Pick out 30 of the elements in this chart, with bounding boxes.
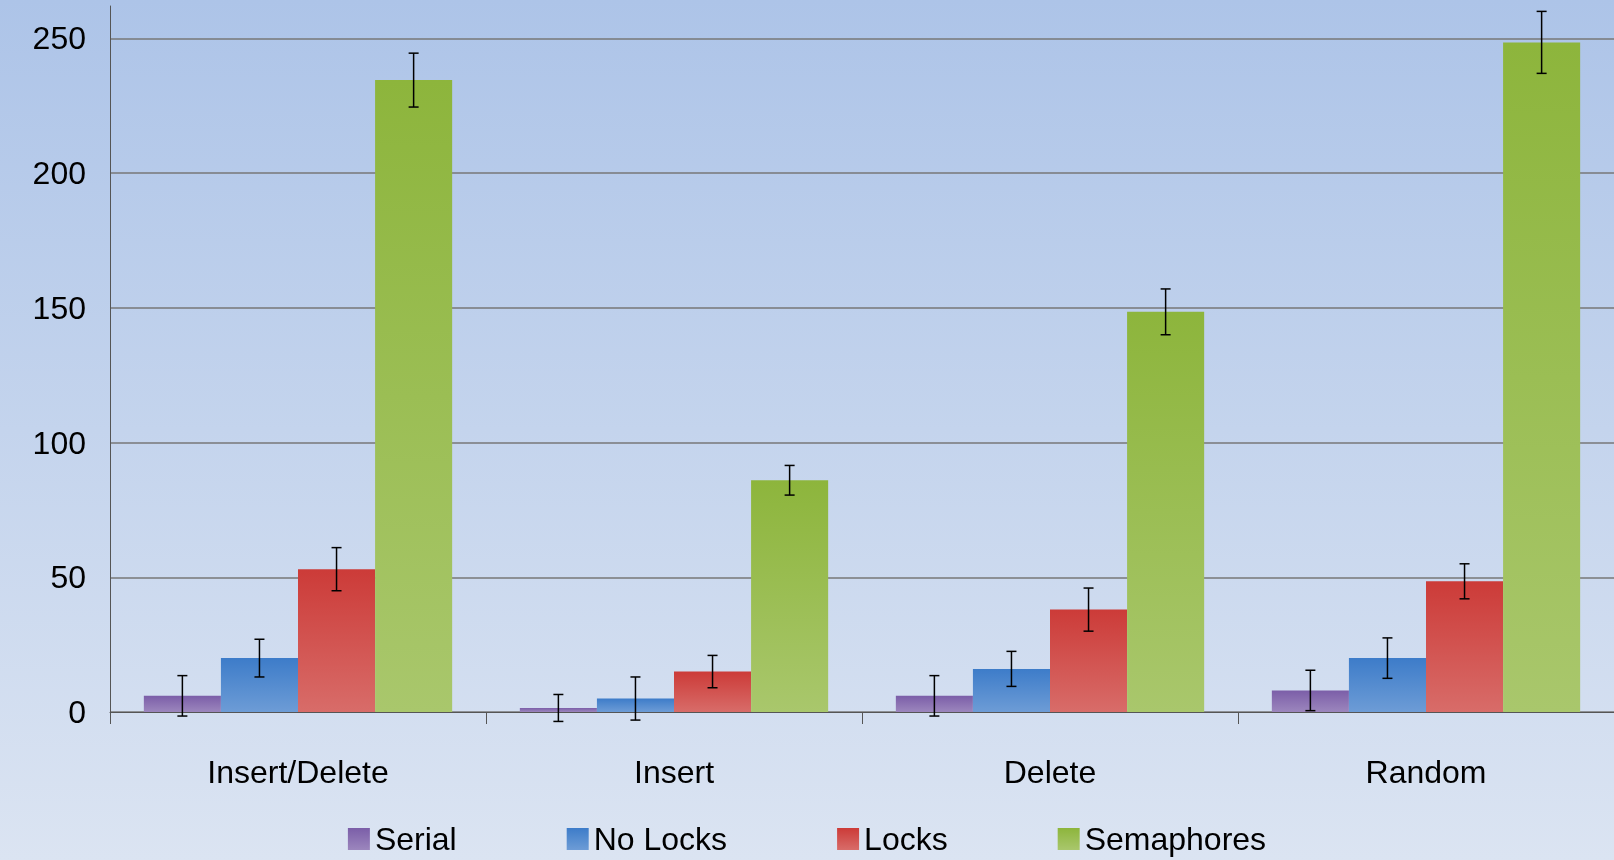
bar xyxy=(519,707,597,712)
bar xyxy=(895,695,973,712)
bar xyxy=(298,569,376,712)
bar xyxy=(1050,609,1128,712)
bar xyxy=(143,695,221,712)
legend-label: No Locks xyxy=(593,821,728,857)
x-tick-label: Insert xyxy=(633,754,715,790)
y-tick-label: 0 xyxy=(68,694,86,730)
x-tick-label: Random xyxy=(1365,754,1487,790)
y-tick-label: 200 xyxy=(32,155,86,192)
y-tick-label: 250 xyxy=(32,20,86,57)
y-tick-label: 50 xyxy=(50,559,86,596)
bar xyxy=(972,668,1050,712)
legend-label: Semaphores xyxy=(1084,821,1267,857)
bar xyxy=(1426,581,1504,712)
bar xyxy=(1127,311,1205,712)
legend-label: Locks xyxy=(864,821,948,857)
y-tick-label: 150 xyxy=(32,289,86,326)
legend-label: Serial xyxy=(374,821,457,857)
bar xyxy=(1348,658,1426,712)
bar xyxy=(596,698,674,712)
bar xyxy=(674,671,752,712)
bar xyxy=(375,80,453,712)
y-tick-label: 100 xyxy=(32,424,86,461)
bar xyxy=(220,658,298,712)
bar xyxy=(751,480,829,712)
bar xyxy=(1271,690,1349,712)
bar xyxy=(1503,42,1581,712)
x-tick-label: Delete xyxy=(1003,754,1097,790)
x-tick-label: Insert/Delete xyxy=(207,754,389,790)
